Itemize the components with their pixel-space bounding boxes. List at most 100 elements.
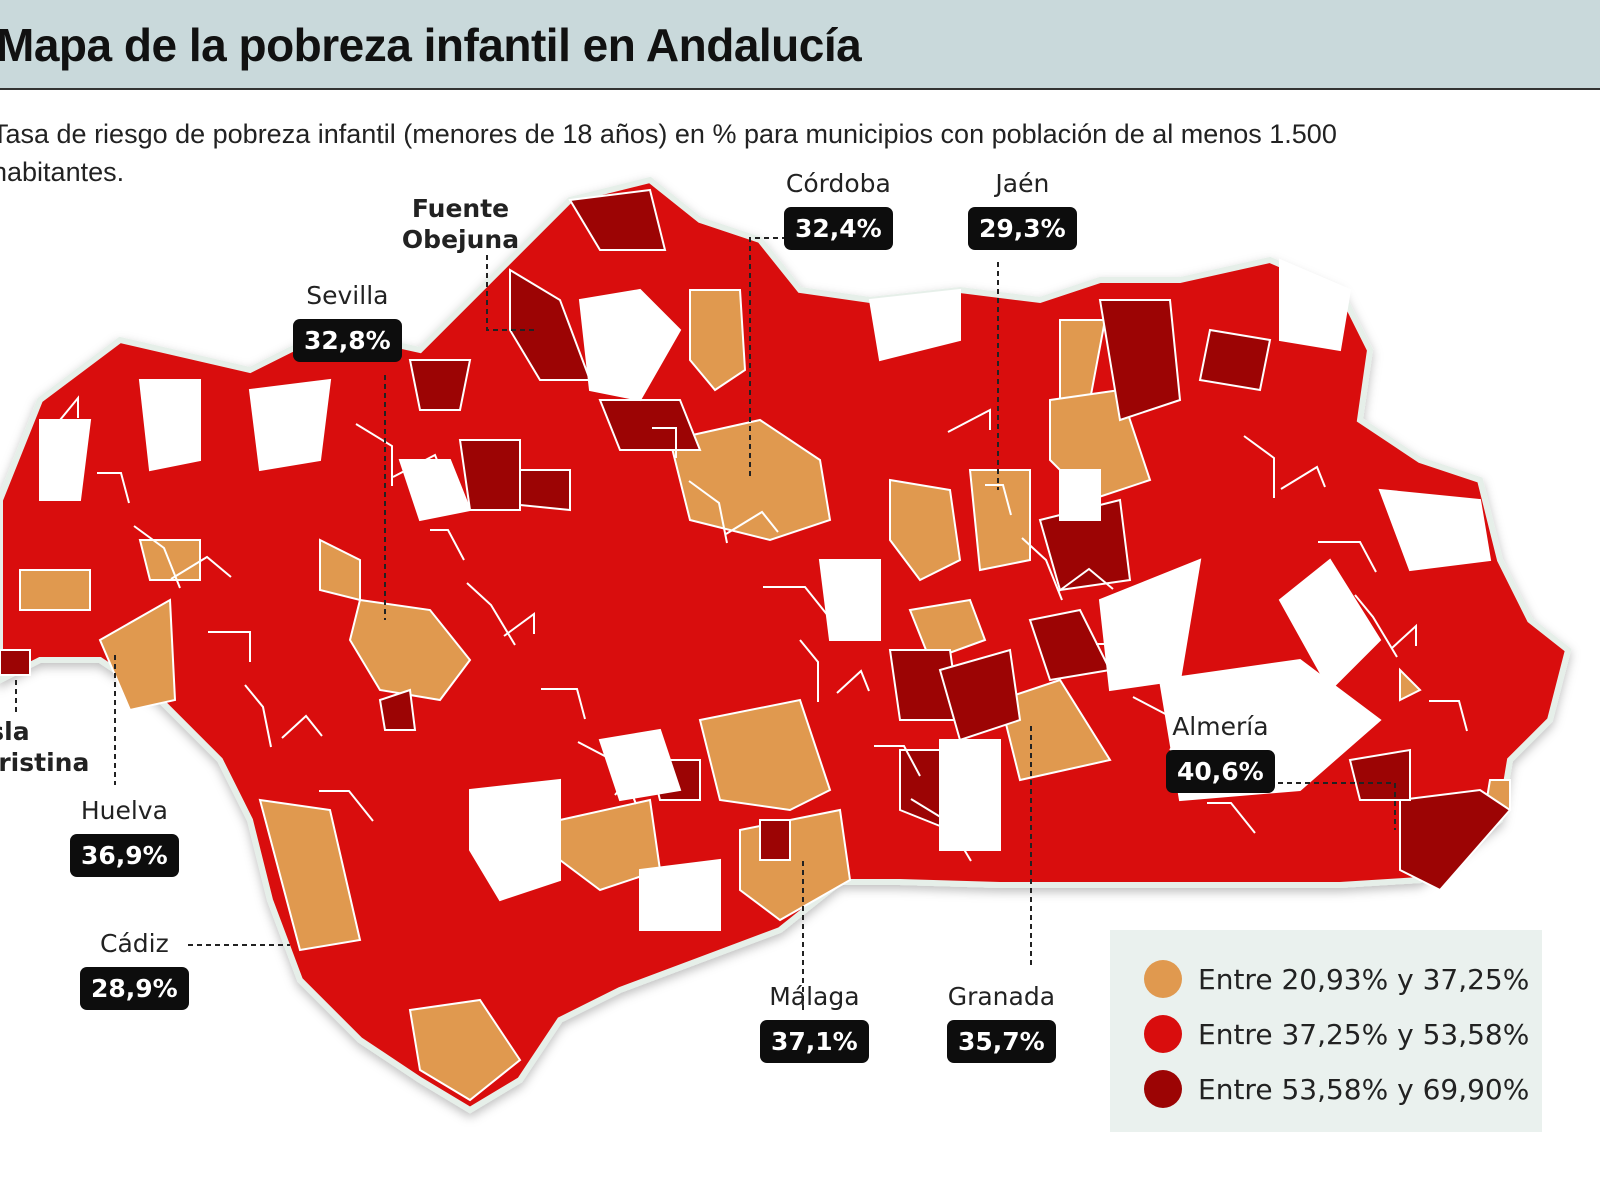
no-data-area — [578, 288, 682, 402]
legend-item-high: Entre 53,58% y 69,90% — [1144, 1070, 1529, 1108]
municipality-low — [739, 808, 852, 922]
municipality-high — [1098, 299, 1182, 422]
municipality-low — [98, 598, 177, 712]
city-label-sevilla: Sevilla 32,8% — [293, 280, 402, 362]
municipality-border — [503, 612, 535, 637]
municipality-low — [908, 598, 987, 662]
municipality-border — [652, 427, 677, 458]
municipality-border — [947, 408, 991, 433]
city-label-granada: Granada 35,7% — [947, 981, 1056, 1063]
municipality-high — [0, 649, 31, 676]
municipality-border — [102, 783, 170, 808]
no-data-area — [598, 728, 682, 802]
municipality-border — [874, 745, 921, 777]
municipality-border — [1169, 726, 1205, 751]
no-data-area — [1278, 558, 1382, 692]
header-band: Mapa de la pobreza infantil en Andalucía — [0, 0, 1600, 90]
legend: Entre 20,93% y 37,25% Entre 37,25% y 53,… — [1110, 930, 1542, 1132]
no-data-area — [639, 858, 721, 931]
value-badge: 32,8% — [293, 319, 402, 362]
value-badge: 32,4% — [784, 207, 893, 250]
municipality-border — [1280, 465, 1326, 490]
value-badge: 40,6% — [1166, 750, 1275, 793]
municipality-low — [998, 678, 1112, 782]
municipality-high — [938, 648, 1022, 742]
municipality-high — [458, 439, 521, 511]
city-label-cadiz: Cádiz 28,9% — [80, 928, 189, 1010]
municipality-high — [1198, 328, 1272, 392]
municipality-low — [1399, 667, 1422, 702]
municipality-border — [725, 510, 779, 535]
municipality-border — [1207, 802, 1256, 834]
value-badge: 28,9% — [80, 967, 189, 1010]
municipality-high — [519, 469, 571, 512]
no-data-area — [469, 778, 561, 902]
city-label-malaga: Málaga 37,1% — [760, 981, 869, 1063]
no-data-area — [398, 459, 472, 522]
municipality-border — [208, 631, 251, 662]
municipality-patches — [0, 188, 1512, 1102]
municipality-high — [408, 359, 472, 411]
municipality-border — [763, 586, 830, 618]
no-data-area — [1279, 258, 1352, 352]
value-badge: 29,3% — [968, 207, 1077, 250]
municipality-border — [1318, 541, 1377, 573]
municipality-border — [133, 525, 181, 589]
leader-lines — [15, 237, 1396, 1010]
municipality-border — [1429, 700, 1468, 732]
legend-swatch-high — [1144, 1070, 1182, 1108]
municipality-low — [968, 469, 1031, 572]
legend-swatch-low — [1144, 960, 1182, 998]
municipality-border — [541, 688, 586, 720]
no-data-area — [868, 288, 961, 362]
municipality-border — [281, 714, 323, 739]
page-title: Mapa de la pobreza infantil en Andalucía — [0, 19, 862, 71]
no-data-area — [1059, 469, 1101, 521]
municipality-border — [985, 484, 1012, 516]
no-data-area — [939, 739, 1001, 851]
municipality-border — [1243, 435, 1275, 498]
city-label-cordoba: Córdoba 32,4% — [784, 168, 893, 250]
municipality-low — [889, 478, 962, 582]
municipality-border — [392, 453, 444, 478]
municipality-low — [319, 538, 361, 602]
region-outline — [0, 176, 1572, 1114]
legend-item-low: Entre 20,93% y 37,25% — [1144, 960, 1529, 998]
municipality-border — [836, 669, 870, 694]
municipality-high — [509, 268, 592, 381]
municipality-high — [1399, 788, 1512, 892]
municipality-low — [408, 998, 522, 1102]
city-label-fuente-obejuna: Fuente Obejuna — [401, 194, 520, 254]
no-data-area — [1378, 488, 1492, 572]
municipality-high — [378, 688, 417, 731]
municipality-border — [244, 684, 272, 748]
municipality-border — [799, 639, 819, 702]
municipality-border — [688, 480, 728, 544]
no-data-area — [248, 378, 332, 472]
municipality-high — [759, 819, 791, 861]
municipality-high — [1348, 748, 1411, 801]
value-badge: 35,7% — [947, 1020, 1056, 1063]
city-label-almeria: Almería 40,6% — [1166, 711, 1275, 793]
municipality-low — [689, 289, 747, 392]
municipality-border — [466, 582, 516, 646]
value-badge: 36,9% — [70, 834, 179, 877]
legend-item-mid: Entre 37,25% y 53,58% — [1144, 1015, 1529, 1053]
no-data-area — [39, 419, 92, 501]
municipality-border — [97, 472, 130, 504]
municipality-low — [19, 569, 91, 611]
no-data-area — [818, 559, 881, 641]
municipality-border — [1391, 623, 1417, 649]
value-badge: 37,1% — [760, 1020, 869, 1063]
municipality-border — [319, 790, 374, 822]
municipality-high — [568, 188, 667, 251]
municipality-border — [170, 555, 232, 580]
municipality-border — [910, 798, 972, 862]
municipality-border — [1021, 537, 1063, 601]
city-label-jaen: Jaén 29,3% — [968, 168, 1077, 250]
municipality-border — [430, 529, 465, 561]
legend-swatch-mid — [1144, 1015, 1182, 1053]
municipality-low — [668, 418, 832, 542]
municipality-border — [1096, 643, 1133, 674]
